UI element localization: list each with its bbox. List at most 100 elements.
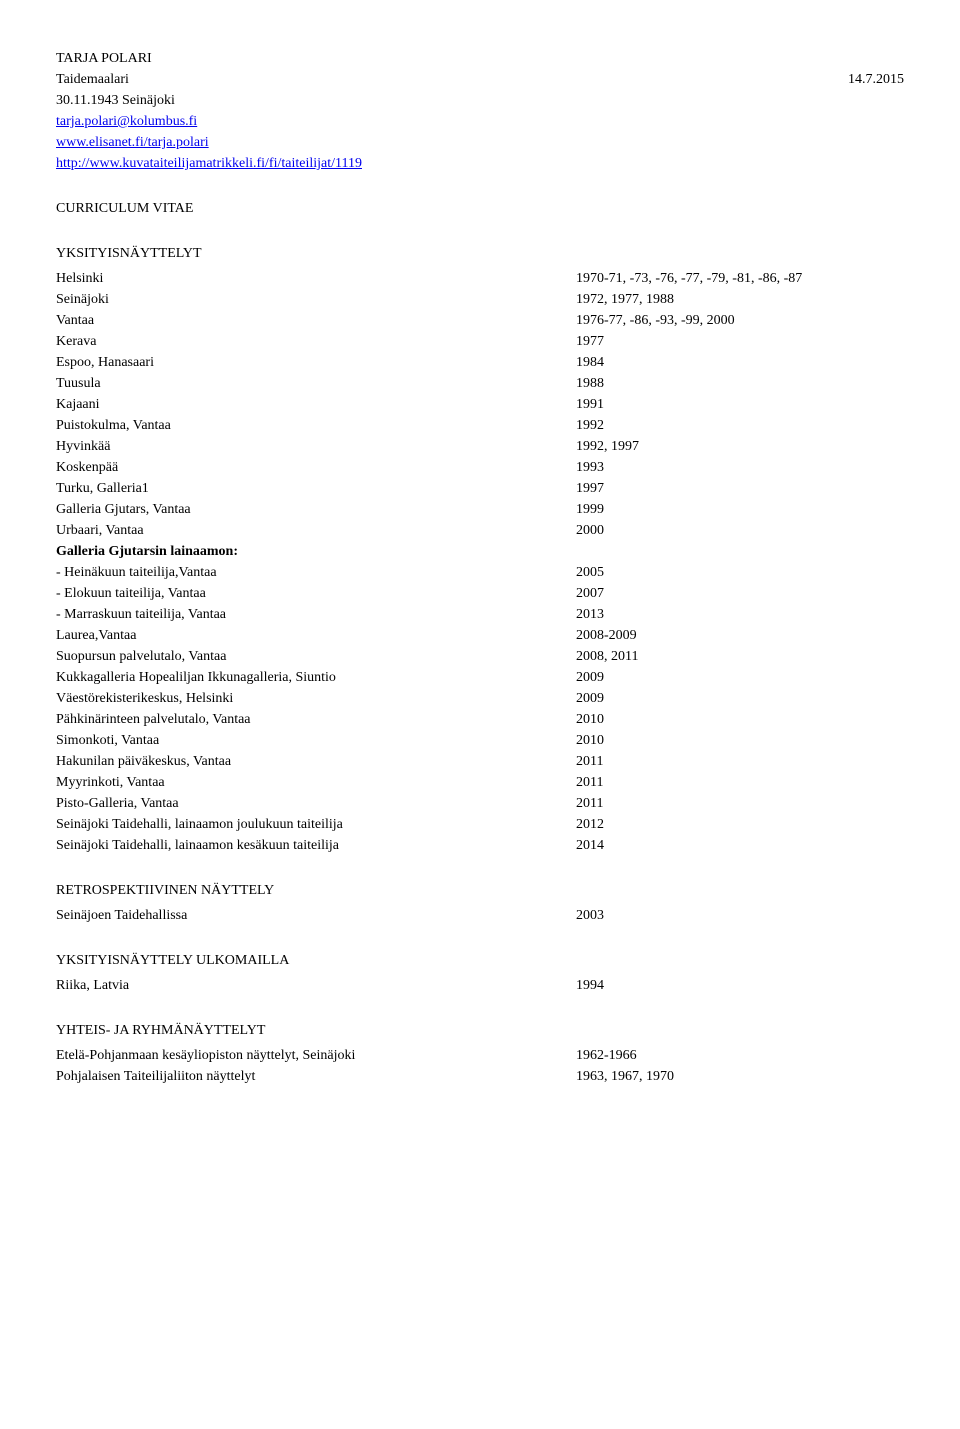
- artist-name: TARJA POLARI: [56, 48, 904, 69]
- cv-row-label: Myyrinkoti, Vantaa: [56, 772, 576, 793]
- subheading-lainaamon: Galleria Gjutarsin lainaamon:: [56, 541, 904, 562]
- cv-row-value: 1991: [576, 394, 904, 415]
- cv-row-value: 1972, 1977, 1988: [576, 289, 904, 310]
- cv-row-label: Vantaa: [56, 310, 576, 331]
- cv-row-label: Hakunilan päiväkeskus, Vantaa: [56, 751, 576, 772]
- cv-row-value: 1962-1966: [576, 1045, 904, 1066]
- cv-row: Kerava1977: [56, 331, 904, 352]
- artist-title: Taidemaalari: [56, 69, 129, 90]
- rows-retro: Seinäjoen Taidehallissa2003: [56, 905, 904, 926]
- cv-row-label: - Heinäkuun taiteilija,Vantaa: [56, 562, 576, 583]
- cv-row: Hyvinkää1992, 1997: [56, 436, 904, 457]
- cv-row-value: 1984: [576, 352, 904, 373]
- cv-row-value: 1993: [576, 457, 904, 478]
- section-heading-retrospective: RETROSPEKTIIVINEN NÄYTTELY: [56, 880, 904, 901]
- cv-row: Laurea,Vantaa2008-2009: [56, 625, 904, 646]
- cv-row: Turku, Galleria11997: [56, 478, 904, 499]
- cv-row-value: 1970-71, -73, -76, -77, -79, -81, -86, -…: [576, 268, 904, 289]
- rows-private: Helsinki1970-71, -73, -76, -77, -79, -81…: [56, 268, 904, 541]
- cv-row-label: Urbaari, Vantaa: [56, 520, 576, 541]
- cv-row-value: 2009: [576, 667, 904, 688]
- matrikkeli-link[interactable]: http://www.kuvataiteilijamatrikkeli.fi/f…: [56, 156, 362, 171]
- cv-row-value: 1976-77, -86, -93, -99, 2000: [576, 310, 904, 331]
- cv-row: - Elokuun taiteilija, Vantaa2007: [56, 583, 904, 604]
- document-date: 14.7.2015: [848, 69, 904, 90]
- cv-row: Koskenpää1993: [56, 457, 904, 478]
- cv-row-label: Väestörekisterikeskus, Helsinki: [56, 688, 576, 709]
- cv-row-value: 2011: [576, 793, 904, 814]
- cv-row-value: 2003: [576, 905, 904, 926]
- cv-row-label: Pohjalaisen Taiteilijaliiton näyttelyt: [56, 1066, 576, 1087]
- rows-group: Etelä-Pohjanmaan kesäyliopiston näyttely…: [56, 1045, 904, 1087]
- cv-row-value: 2008-2009: [576, 625, 904, 646]
- cv-row-label: Turku, Galleria1: [56, 478, 576, 499]
- cv-row-value: 2000: [576, 520, 904, 541]
- cv-row-label: Kukkagalleria Hopealiljan Ikkunagalleria…: [56, 667, 576, 688]
- cv-row-label: Espoo, Hanasaari: [56, 352, 576, 373]
- cv-row-value: 1963, 1967, 1970: [576, 1066, 904, 1087]
- cv-row-label: Seinäjoki: [56, 289, 576, 310]
- email-link[interactable]: tarja.polari@kolumbus.fi: [56, 114, 197, 129]
- cv-row: Galleria Gjutars, Vantaa1999: [56, 499, 904, 520]
- cv-row-value: 1992: [576, 415, 904, 436]
- cv-row: Riika, Latvia1994: [56, 975, 904, 996]
- cv-row-label: Galleria Gjutars, Vantaa: [56, 499, 576, 520]
- cv-row-value: 2012: [576, 814, 904, 835]
- cv-row-label: Puistokulma, Vantaa: [56, 415, 576, 436]
- cv-row-value: 2014: [576, 835, 904, 856]
- cv-row-value: 1994: [576, 975, 904, 996]
- cv-heading: CURRICULUM VITAE: [56, 198, 904, 219]
- section-heading-private: YKSITYISNÄYTTELYT: [56, 243, 904, 264]
- cv-row: - Marraskuun taiteilija, Vantaa2013: [56, 604, 904, 625]
- cv-row: Väestörekisterikeskus, Helsinki2009: [56, 688, 904, 709]
- section-heading-foreign: YKSITYISNÄYTTELY ULKOMAILLA: [56, 950, 904, 971]
- cv-row-label: Simonkoti, Vantaa: [56, 730, 576, 751]
- section-heading-group: YHTEIS- JA RYHMÄNÄYTTELYT: [56, 1020, 904, 1041]
- cv-row: Tuusula1988: [56, 373, 904, 394]
- cv-row-value: 2011: [576, 751, 904, 772]
- cv-row-label: Pähkinärinteen palvelutalo, Vantaa: [56, 709, 576, 730]
- cv-row: - Heinäkuun taiteilija,Vantaa2005: [56, 562, 904, 583]
- cv-row-label: Kerava: [56, 331, 576, 352]
- cv-row: Vantaa1976-77, -86, -93, -99, 2000: [56, 310, 904, 331]
- cv-row: Puistokulma, Vantaa1992: [56, 415, 904, 436]
- cv-row-label: Seinäjoki Taidehalli, lainaamon joulukuu…: [56, 814, 576, 835]
- website-link[interactable]: www.elisanet.fi/tarja.polari: [56, 135, 209, 150]
- cv-row-label: Etelä-Pohjanmaan kesäyliopiston näyttely…: [56, 1045, 576, 1066]
- cv-row-label: - Elokuun taiteilija, Vantaa: [56, 583, 576, 604]
- cv-row-value: 2010: [576, 709, 904, 730]
- cv-row-value: 1999: [576, 499, 904, 520]
- cv-row: Seinäjoki1972, 1977, 1988: [56, 289, 904, 310]
- cv-row: Seinäjoen Taidehallissa2003: [56, 905, 904, 926]
- cv-row: Seinäjoki Taidehalli, lainaamon kesäkuun…: [56, 835, 904, 856]
- cv-row-value: 1992, 1997: [576, 436, 904, 457]
- rows-foreign: Riika, Latvia1994: [56, 975, 904, 996]
- cv-row-label: Kajaani: [56, 394, 576, 415]
- cv-row: Seinäjoki Taidehalli, lainaamon joulukuu…: [56, 814, 904, 835]
- cv-row: Pähkinärinteen palvelutalo, Vantaa2010: [56, 709, 904, 730]
- cv-row-label: Suopursun palvelutalo, Vantaa: [56, 646, 576, 667]
- cv-row-label: Hyvinkää: [56, 436, 576, 457]
- cv-row-label: Seinäjoen Taidehallissa: [56, 905, 576, 926]
- cv-row: Espoo, Hanasaari1984: [56, 352, 904, 373]
- cv-row: Pohjalaisen Taiteilijaliiton näyttelyt19…: [56, 1066, 904, 1087]
- cv-row-value: 1997: [576, 478, 904, 499]
- cv-row-label: Pisto-Galleria, Vantaa: [56, 793, 576, 814]
- cv-row-value: 2007: [576, 583, 904, 604]
- cv-row: Kukkagalleria Hopealiljan Ikkunagalleria…: [56, 667, 904, 688]
- cv-row: Urbaari, Vantaa2000: [56, 520, 904, 541]
- cv-row-label: Riika, Latvia: [56, 975, 576, 996]
- cv-row-value: 1977: [576, 331, 904, 352]
- rows-private-sub: - Heinäkuun taiteilija,Vantaa2005- Eloku…: [56, 562, 904, 856]
- cv-row-value: 2011: [576, 772, 904, 793]
- cv-row-label: Koskenpää: [56, 457, 576, 478]
- cv-row-value: 1988: [576, 373, 904, 394]
- cv-row: Helsinki1970-71, -73, -76, -77, -79, -81…: [56, 268, 904, 289]
- cv-row-label: Seinäjoki Taidehalli, lainaamon kesäkuun…: [56, 835, 576, 856]
- cv-row-value: 2005: [576, 562, 904, 583]
- document-header: TARJA POLARI Taidemaalari 14.7.2015 30.1…: [56, 48, 904, 174]
- cv-row: Simonkoti, Vantaa2010: [56, 730, 904, 751]
- cv-row: Kajaani1991: [56, 394, 904, 415]
- cv-row: Etelä-Pohjanmaan kesäyliopiston näyttely…: [56, 1045, 904, 1066]
- cv-row: Suopursun palvelutalo, Vantaa2008, 2011: [56, 646, 904, 667]
